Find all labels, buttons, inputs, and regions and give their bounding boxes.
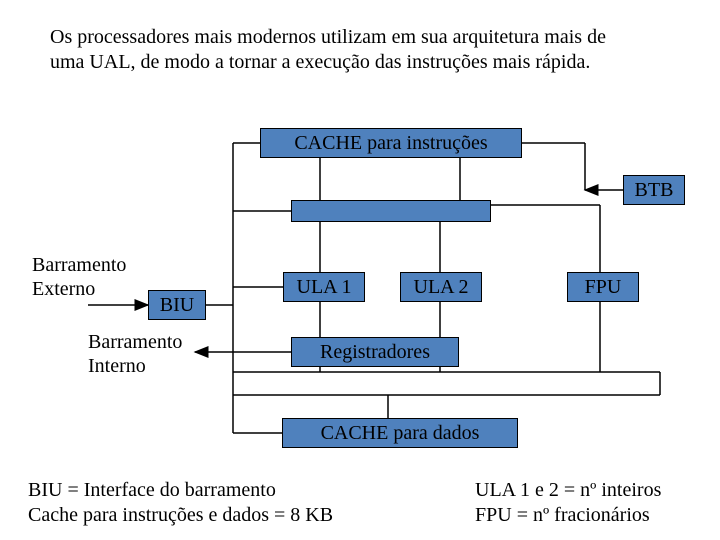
registers-box: Registradores: [291, 337, 459, 367]
ula1-box: ULA 1: [283, 272, 365, 302]
biu-box: BIU: [148, 290, 206, 320]
btb-box: BTB: [623, 175, 685, 205]
barramento-externo-label: Barramento Externo: [32, 253, 126, 301]
footer-left: BIU = Interface do barramento Cache para…: [28, 478, 333, 528]
fpu-box: FPU: [567, 272, 639, 302]
ula2-box: ULA 2: [400, 272, 482, 302]
intro-text: Os processadores mais modernos utilizam …: [50, 25, 610, 75]
barramento-interno-label: Barramento Interno: [88, 330, 182, 378]
cache-instructions-box: CACHE para instruções: [260, 128, 522, 158]
branch-bar: [291, 200, 491, 222]
cache-data-box: CACHE para dados: [282, 418, 518, 448]
footer-right: ULA 1 e 2 = nº inteiros FPU = nº fracion…: [475, 478, 661, 528]
